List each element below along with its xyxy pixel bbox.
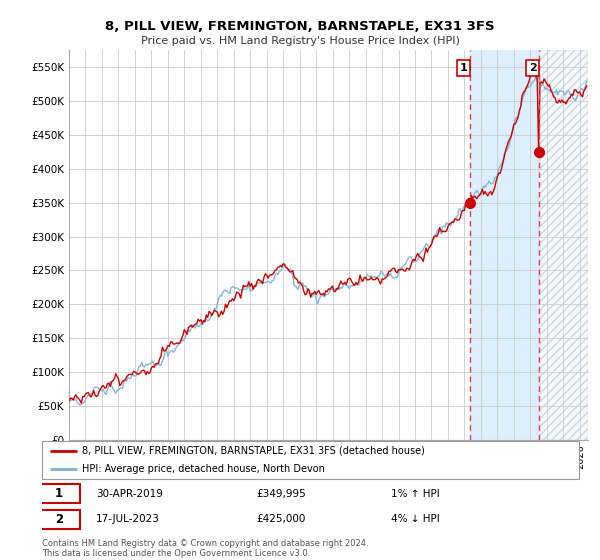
FancyBboxPatch shape [40, 510, 80, 529]
Text: 1% ↑ HPI: 1% ↑ HPI [391, 489, 440, 499]
Text: Contains HM Land Registry data © Crown copyright and database right 2024.
This d: Contains HM Land Registry data © Crown c… [42, 539, 368, 558]
Text: 1: 1 [460, 63, 467, 73]
Text: HPI: Average price, detached house, North Devon: HPI: Average price, detached house, Nort… [82, 464, 325, 474]
Text: 8, PILL VIEW, FREMINGTON, BARNSTAPLE, EX31 3FS: 8, PILL VIEW, FREMINGTON, BARNSTAPLE, EX… [105, 20, 495, 32]
Text: 17-JUL-2023: 17-JUL-2023 [96, 514, 160, 524]
Text: 4% ↓ HPI: 4% ↓ HPI [391, 514, 440, 524]
FancyBboxPatch shape [40, 484, 80, 503]
Text: Price paid vs. HM Land Registry's House Price Index (HPI): Price paid vs. HM Land Registry's House … [140, 36, 460, 46]
Text: £349,995: £349,995 [257, 489, 307, 499]
Text: 1: 1 [55, 487, 63, 500]
Bar [539, 50, 588, 440]
Text: £425,000: £425,000 [257, 514, 306, 524]
Text: 30-APR-2019: 30-APR-2019 [96, 489, 163, 499]
Bar [539, 50, 588, 440]
Bar [470, 50, 539, 440]
FancyBboxPatch shape [42, 441, 579, 479]
Text: 2: 2 [529, 63, 536, 73]
Text: 2: 2 [55, 513, 63, 526]
Text: 8, PILL VIEW, FREMINGTON, BARNSTAPLE, EX31 3FS (detached house): 8, PILL VIEW, FREMINGTON, BARNSTAPLE, EX… [82, 446, 425, 456]
